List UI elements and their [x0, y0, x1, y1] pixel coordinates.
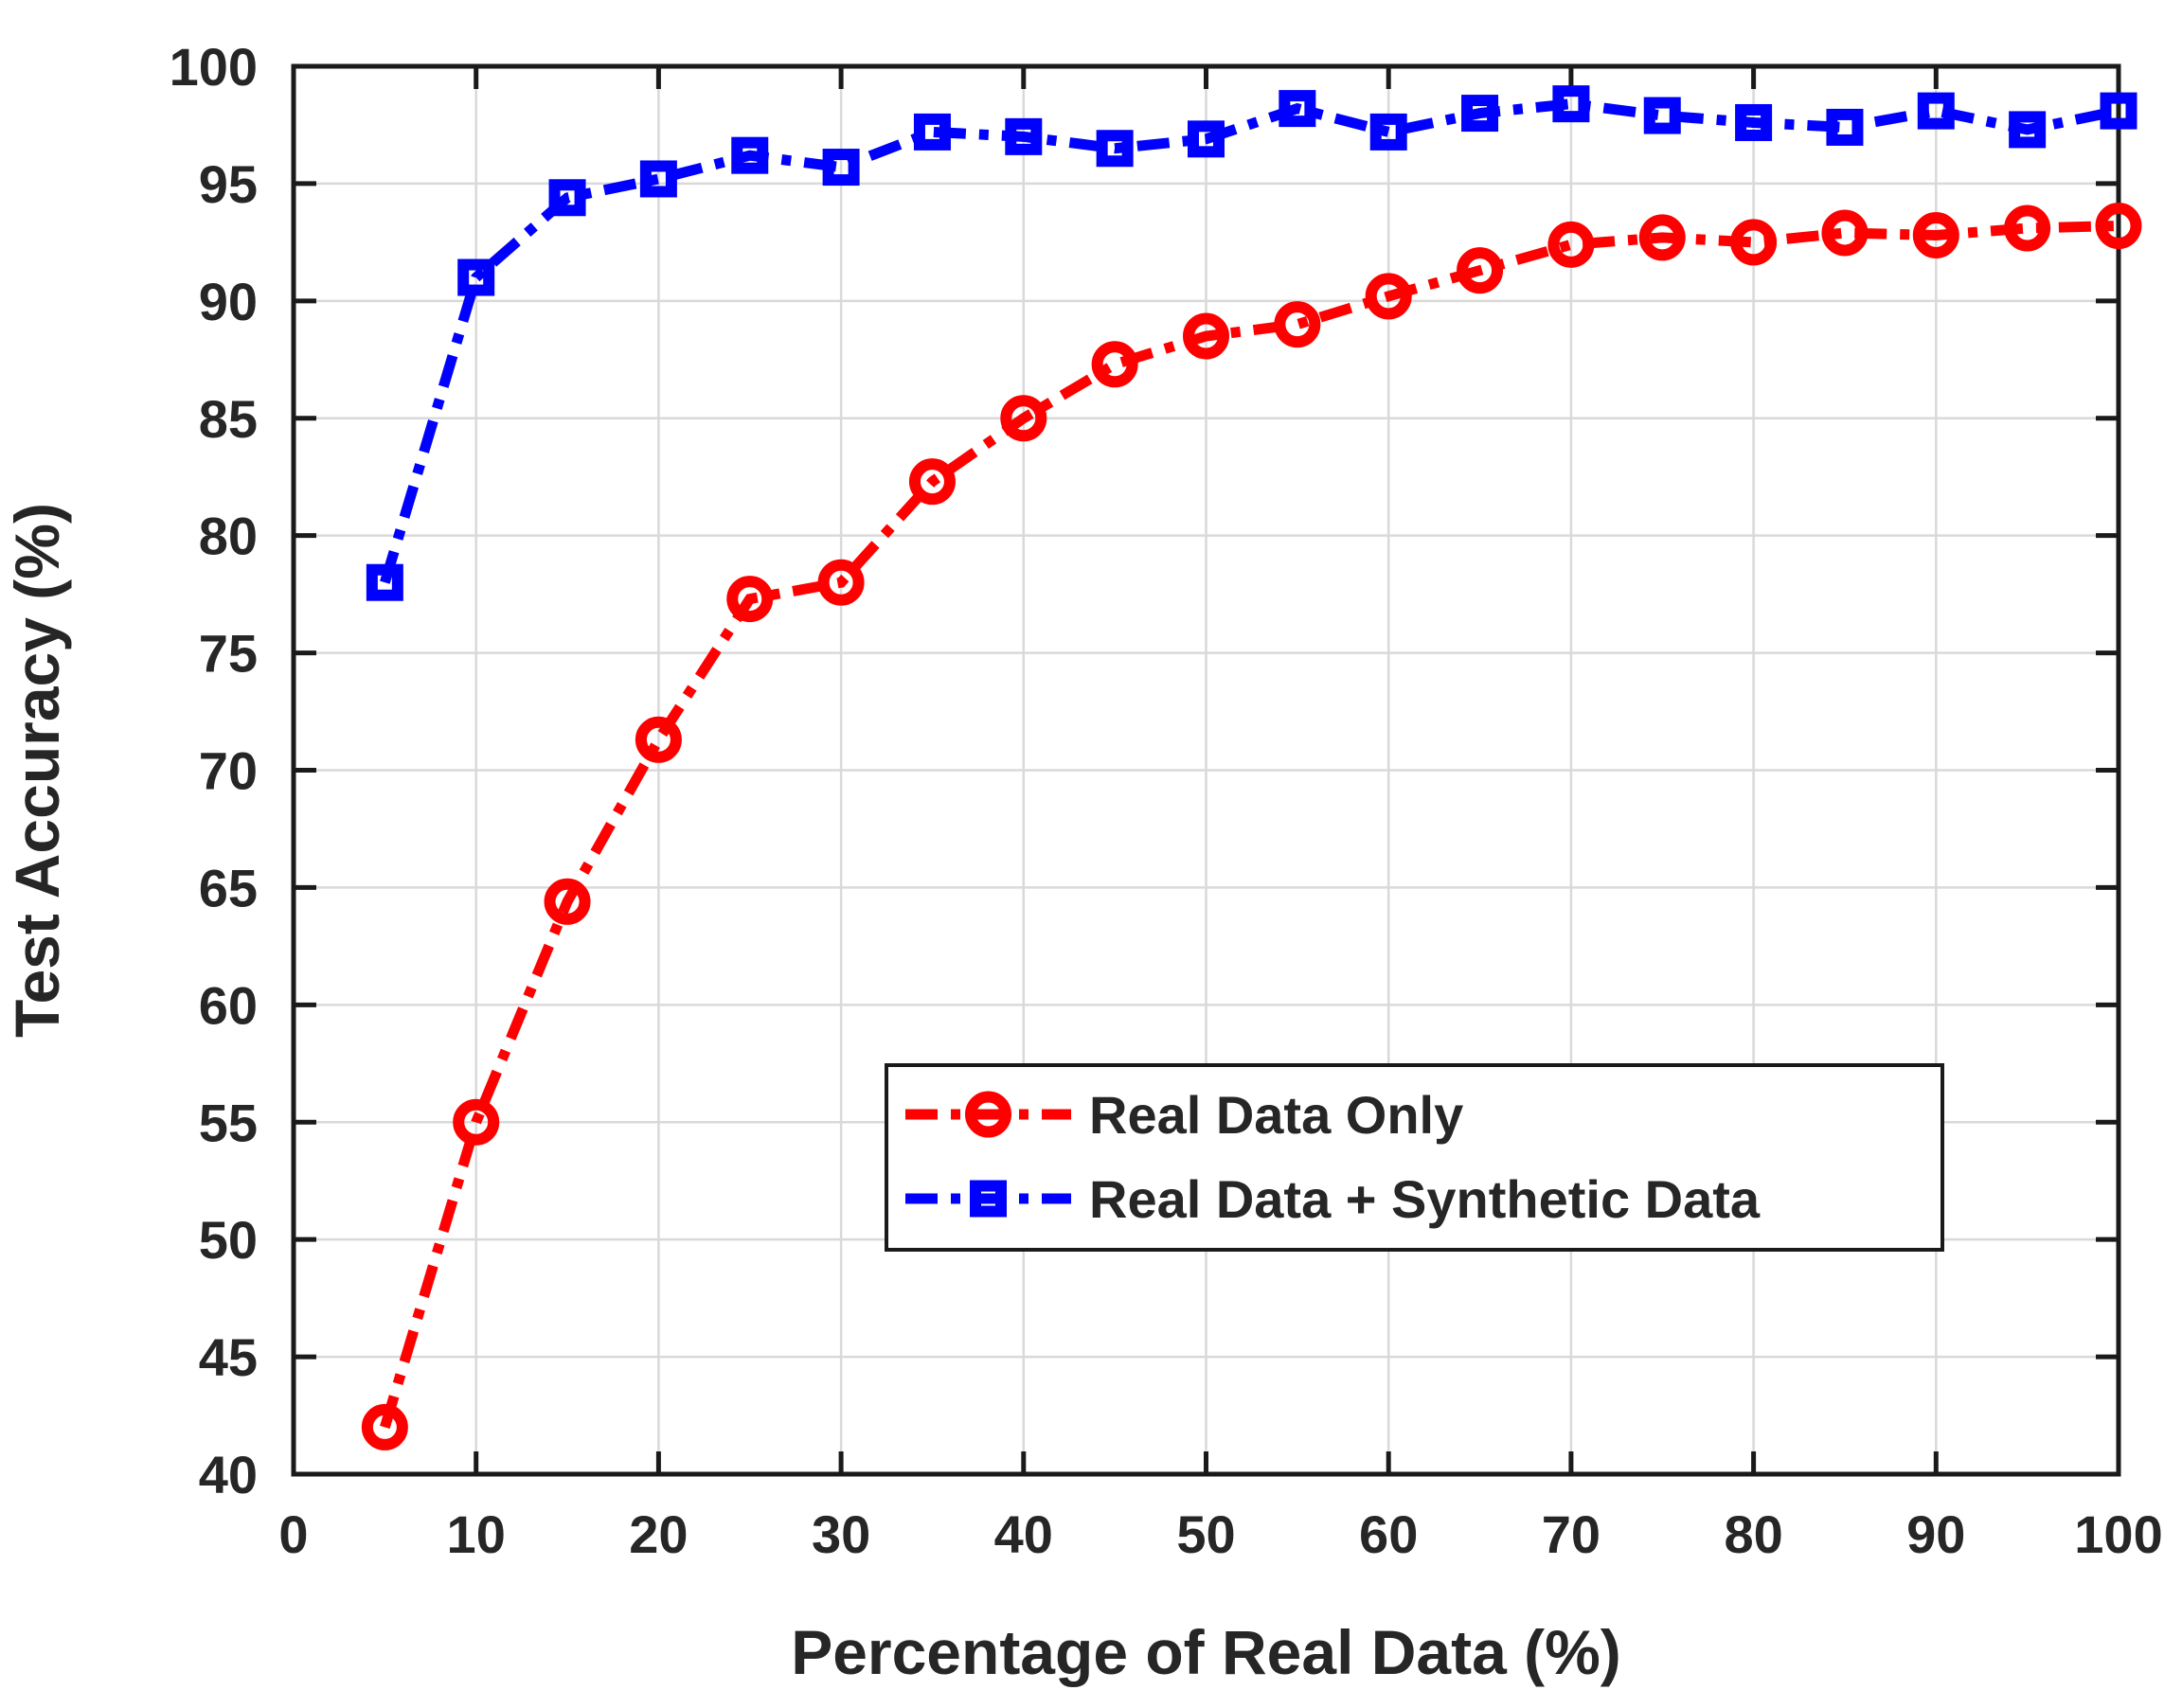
data-point-marker — [726, 576, 774, 623]
data-point-marker — [1735, 103, 1773, 141]
x-tick-labels: 0 10 20 30 40 50 60 70 80 90 100 — [278, 1504, 2162, 1564]
y-axis-label: Test Accuracy (%) — [2, 503, 72, 1038]
data-point-marker — [548, 179, 586, 217]
data-point-marker — [1821, 209, 1869, 257]
data-point-marker — [2004, 205, 2051, 252]
data-point-marker — [366, 563, 403, 601]
series-line — [380, 221, 2119, 1430]
data-point-marker — [1096, 130, 1134, 168]
x-tick-label: 70 — [1542, 1504, 1601, 1564]
data-point-marker — [2095, 203, 2142, 250]
data-point-marker — [908, 458, 956, 506]
legend-label: Real Data Only — [1089, 1085, 1463, 1145]
data-point-marker — [2100, 92, 2137, 130]
x-tick-label: 10 — [447, 1504, 506, 1564]
x-tick-label: 0 — [278, 1504, 308, 1564]
y-tick-label: 45 — [199, 1327, 258, 1387]
x-tick-label: 80 — [1724, 1504, 1782, 1564]
y-tick-label: 100 — [170, 37, 258, 97]
data-point-marker — [639, 160, 677, 198]
x-tick-label: 60 — [1359, 1504, 1418, 1564]
data-point-marker — [635, 716, 682, 763]
y-tick-label: 40 — [199, 1445, 258, 1504]
data-point-marker — [1183, 312, 1229, 360]
x-tick-label: 40 — [994, 1504, 1053, 1564]
legend-label: Real Data + Synthetic Data — [1089, 1169, 1761, 1229]
series-real-plus-synthetic — [366, 85, 2137, 601]
data-point-marker — [1369, 113, 1407, 151]
y-tick-label: 55 — [199, 1093, 258, 1152]
data-point-marker — [457, 258, 495, 296]
y-tick-label: 80 — [199, 507, 258, 566]
y-tick-label: 50 — [199, 1210, 258, 1270]
x-axis-label: Percentage of Real Data (%) — [791, 1617, 1621, 1687]
x-tick-label: 20 — [629, 1504, 688, 1564]
data-point-marker — [1457, 247, 1504, 294]
data-point-marker — [1279, 90, 1316, 128]
y-tick-label: 70 — [199, 741, 258, 801]
data-point-marker — [817, 559, 865, 606]
x-tick-label: 50 — [1176, 1504, 1235, 1564]
y-tick-label: 85 — [199, 389, 258, 449]
data-point-marker — [1547, 221, 1595, 268]
series-real-data-only — [361, 203, 2142, 1450]
legend-box — [885, 1063, 1944, 1252]
data-point-marker — [1461, 95, 1499, 133]
data-point-marker — [453, 1098, 500, 1146]
data-point-marker — [1365, 273, 1412, 320]
data-point-marker — [1643, 97, 1681, 134]
data-point-marker — [822, 149, 860, 187]
legend-marker — [965, 1091, 1011, 1138]
data-point-marker — [913, 113, 951, 151]
data-point-marker — [1638, 214, 1686, 261]
data-point-marker — [1000, 395, 1047, 442]
y-tick-label: 75 — [199, 624, 258, 684]
x-tick-label: 90 — [1906, 1504, 1965, 1564]
y-tick-label: 65 — [199, 858, 258, 917]
y-tick-label: 90 — [199, 272, 258, 331]
tick-marks — [291, 63, 2121, 1477]
data-point-marker — [361, 1403, 408, 1450]
y-tick-labels: 40 45 50 55 60 65 70 75 80 85 90 95 100 — [170, 37, 258, 1504]
data-point-marker — [1091, 341, 1138, 388]
y-tick-label: 95 — [199, 154, 258, 214]
data-point-marker — [1826, 108, 1864, 146]
data-point-marker — [2009, 111, 2047, 149]
data-point-marker — [1188, 120, 1225, 158]
data-point-marker — [1552, 85, 1590, 123]
data-point-marker — [544, 878, 591, 925]
x-tick-label: 30 — [812, 1504, 870, 1564]
y-tick-label: 60 — [199, 975, 258, 1035]
legend-marker — [970, 1180, 1007, 1218]
data-point-marker — [1005, 117, 1043, 155]
data-point-marker — [731, 136, 769, 174]
data-point-marker — [1912, 211, 1959, 258]
legend: Real Data Only Real Data + Synthetic Data — [885, 1063, 1944, 1252]
data-point-marker — [1917, 92, 1955, 130]
data-point-marker — [1274, 301, 1321, 348]
x-tick-label: 100 — [2074, 1504, 2162, 1564]
data-point-marker — [1730, 219, 1778, 266]
